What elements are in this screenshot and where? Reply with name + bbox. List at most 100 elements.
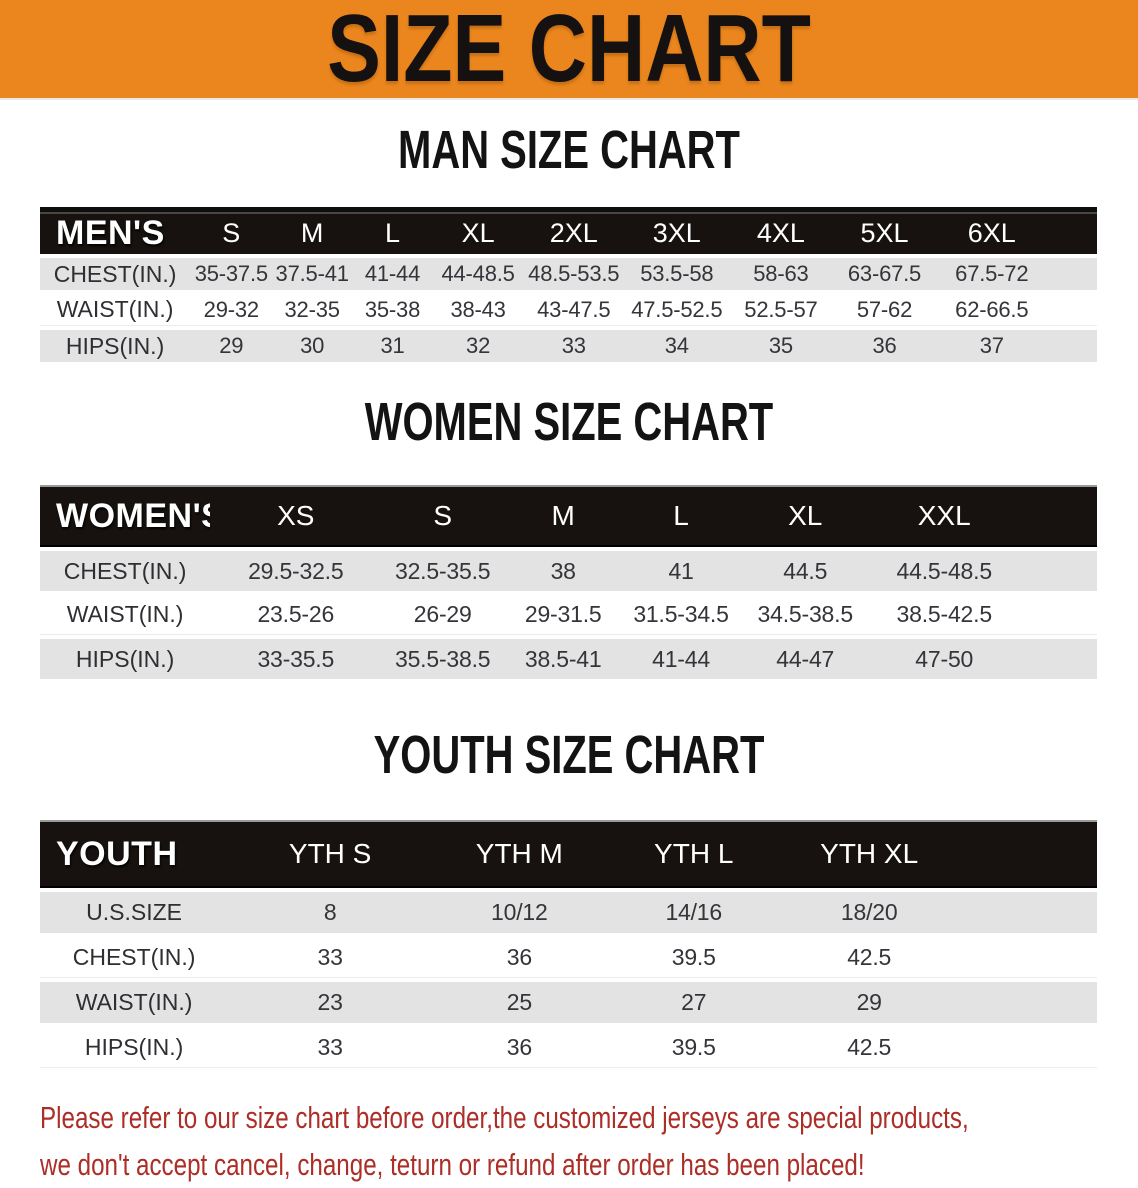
spacer-cell: [1017, 595, 1097, 635]
size-value-cell: 57-62: [832, 294, 937, 326]
men-size-chart-section: MAN SIZE CHART MEN'S S M L XL 2XL 3XL 4X…: [0, 120, 1138, 366]
size-value-cell: 38.5-41: [504, 639, 623, 679]
women-hips-row: HIPS(IN.) 33-35.5 35.5-38.5 38.5-41 41-4…: [40, 639, 1097, 679]
size-value-cell: 29.5-32.5: [210, 551, 382, 591]
youth-size-column-header: YTH S: [228, 820, 433, 888]
youth-header-row: YOUTH YTH S YTH M YTH L YTH XL: [40, 820, 1097, 888]
women-size-column-header: L: [622, 485, 740, 547]
women-size-column-header: S: [381, 485, 504, 547]
spacer-cell: [1017, 639, 1097, 679]
size-value-cell: 32.5-35.5: [381, 551, 504, 591]
spacer-cell: [1047, 207, 1097, 254]
size-value-cell: 29: [190, 330, 273, 362]
size-value-cell: 30: [272, 330, 352, 362]
size-value-cell: 42.5: [780, 937, 958, 978]
women-section-heading: WOMEN SIZE CHART: [0, 395, 1138, 459]
size-value-cell: 33: [523, 330, 625, 362]
size-value-cell: 44.5: [739, 551, 871, 591]
size-value-cell: 23.5-26: [210, 595, 382, 635]
size-value-cell: 38-43: [433, 294, 524, 326]
size-value-cell: 14/16: [606, 892, 781, 933]
size-value-cell: 38: [504, 551, 623, 591]
women-size-column-header: XXL: [870, 485, 1018, 547]
youth-size-chart-section: YOUTH SIZE CHART YOUTH YTH S YTH M YTH L…: [0, 728, 1138, 1072]
spacer-cell: [957, 1027, 1097, 1068]
size-value-cell: 52.5-57: [729, 294, 833, 326]
size-value-cell: 35-37.5: [190, 258, 273, 290]
row-label: HIPS(IN.): [40, 1027, 229, 1068]
women-chest-row: CHEST(IN.) 29.5-32.5 32.5-35.5 38 41 44.…: [40, 551, 1097, 591]
size-value-cell: 10/12: [432, 892, 607, 933]
size-value-cell: 34: [624, 330, 730, 362]
size-value-cell: 38.5-42.5: [870, 595, 1018, 635]
row-label: U.S.SIZE: [40, 892, 229, 933]
spacer-cell: [1017, 485, 1097, 547]
size-value-cell: 63-67.5: [832, 258, 937, 290]
size-value-cell: 41-44: [622, 639, 740, 679]
size-value-cell: 47-50: [870, 639, 1018, 679]
youth-hips-row: HIPS(IN.) 33 36 39.5 42.5: [40, 1027, 1097, 1068]
youth-size-column-header: YTH L: [606, 820, 781, 888]
size-value-cell: 34.5-38.5: [739, 595, 871, 635]
size-value-cell: 31.5-34.5: [622, 595, 740, 635]
row-label: CHEST(IN.): [40, 551, 211, 591]
youth-size-table: YOUTH YTH S YTH M YTH L YTH XL U.S.SIZE …: [40, 816, 1097, 1072]
men-size-column-header: L: [351, 207, 434, 254]
row-label: HIPS(IN.): [40, 639, 211, 679]
size-value-cell: 41-44: [351, 258, 434, 290]
women-group-label: WOMEN'S: [40, 485, 211, 547]
spacer-cell: [1047, 258, 1097, 290]
size-value-cell: 42.5: [780, 1027, 958, 1068]
women-size-column-header: M: [504, 485, 623, 547]
women-size-column-header: XL: [739, 485, 871, 547]
men-size-column-header: S: [190, 207, 273, 254]
size-value-cell: 37.5-41: [272, 258, 352, 290]
men-section-heading: MAN SIZE CHART: [0, 120, 1138, 187]
youth-group-label: YOUTH: [40, 820, 229, 888]
size-value-cell: 48.5-53.5: [523, 258, 625, 290]
youth-chest-row: CHEST(IN.) 33 36 39.5 42.5: [40, 937, 1097, 978]
spacer-cell: [1047, 294, 1097, 326]
size-value-cell: 43-47.5: [523, 294, 625, 326]
size-value-cell: 35.5-38.5: [381, 639, 504, 679]
youth-size-column-header: YTH M: [432, 820, 607, 888]
size-chart-banner: SIZE CHART: [0, 0, 1138, 100]
spacer-cell: [1047, 330, 1097, 362]
size-value-cell: 39.5: [606, 937, 781, 978]
row-label: WAIST(IN.): [40, 294, 191, 326]
size-value-cell: 32-35: [272, 294, 352, 326]
size-value-cell: 39.5: [606, 1027, 781, 1068]
spacer-cell: [957, 982, 1097, 1023]
youth-section-heading: YOUTH SIZE CHART: [0, 728, 1138, 792]
size-value-cell: 36: [432, 937, 607, 978]
size-value-cell: 29-32: [190, 294, 273, 326]
size-value-cell: 37: [936, 330, 1048, 362]
row-label: CHEST(IN.): [40, 937, 229, 978]
size-value-cell: 36: [432, 1027, 607, 1068]
size-value-cell: 36: [832, 330, 937, 362]
size-value-cell: 44-48.5: [433, 258, 524, 290]
size-value-cell: 27: [606, 982, 781, 1023]
men-chest-row: CHEST(IN.) 35-37.5 37.5-41 41-44 44-48.5…: [40, 258, 1097, 290]
women-header-row: WOMEN'S XS S M L XL XXL: [40, 485, 1097, 547]
size-value-cell: 58-63: [729, 258, 833, 290]
size-value-cell: 44-47: [739, 639, 871, 679]
youth-size-column-header: YTH XL: [780, 820, 958, 888]
youth-ussize-row: U.S.SIZE 8 10/12 14/16 18/20: [40, 892, 1097, 933]
size-value-cell: 33: [228, 937, 433, 978]
row-label: HIPS(IN.): [40, 330, 191, 362]
size-value-cell: 41: [622, 551, 740, 591]
spacer-cell: [957, 820, 1097, 888]
size-value-cell: 26-29: [381, 595, 504, 635]
men-heading-text: MAN SIZE CHART: [398, 120, 740, 180]
size-value-cell: 8: [228, 892, 433, 933]
youth-waist-row: WAIST(IN.) 23 25 27 29: [40, 982, 1097, 1023]
size-value-cell: 35-38: [351, 294, 434, 326]
size-value-cell: 31: [351, 330, 434, 362]
men-size-column-header: 6XL: [936, 207, 1048, 254]
men-size-column-header: 4XL: [729, 207, 833, 254]
size-value-cell: 23: [228, 982, 433, 1023]
spacer-cell: [957, 937, 1097, 978]
men-header-row: MEN'S S M L XL 2XL 3XL 4XL 5XL 6XL: [40, 207, 1097, 254]
size-value-cell: 35: [729, 330, 833, 362]
